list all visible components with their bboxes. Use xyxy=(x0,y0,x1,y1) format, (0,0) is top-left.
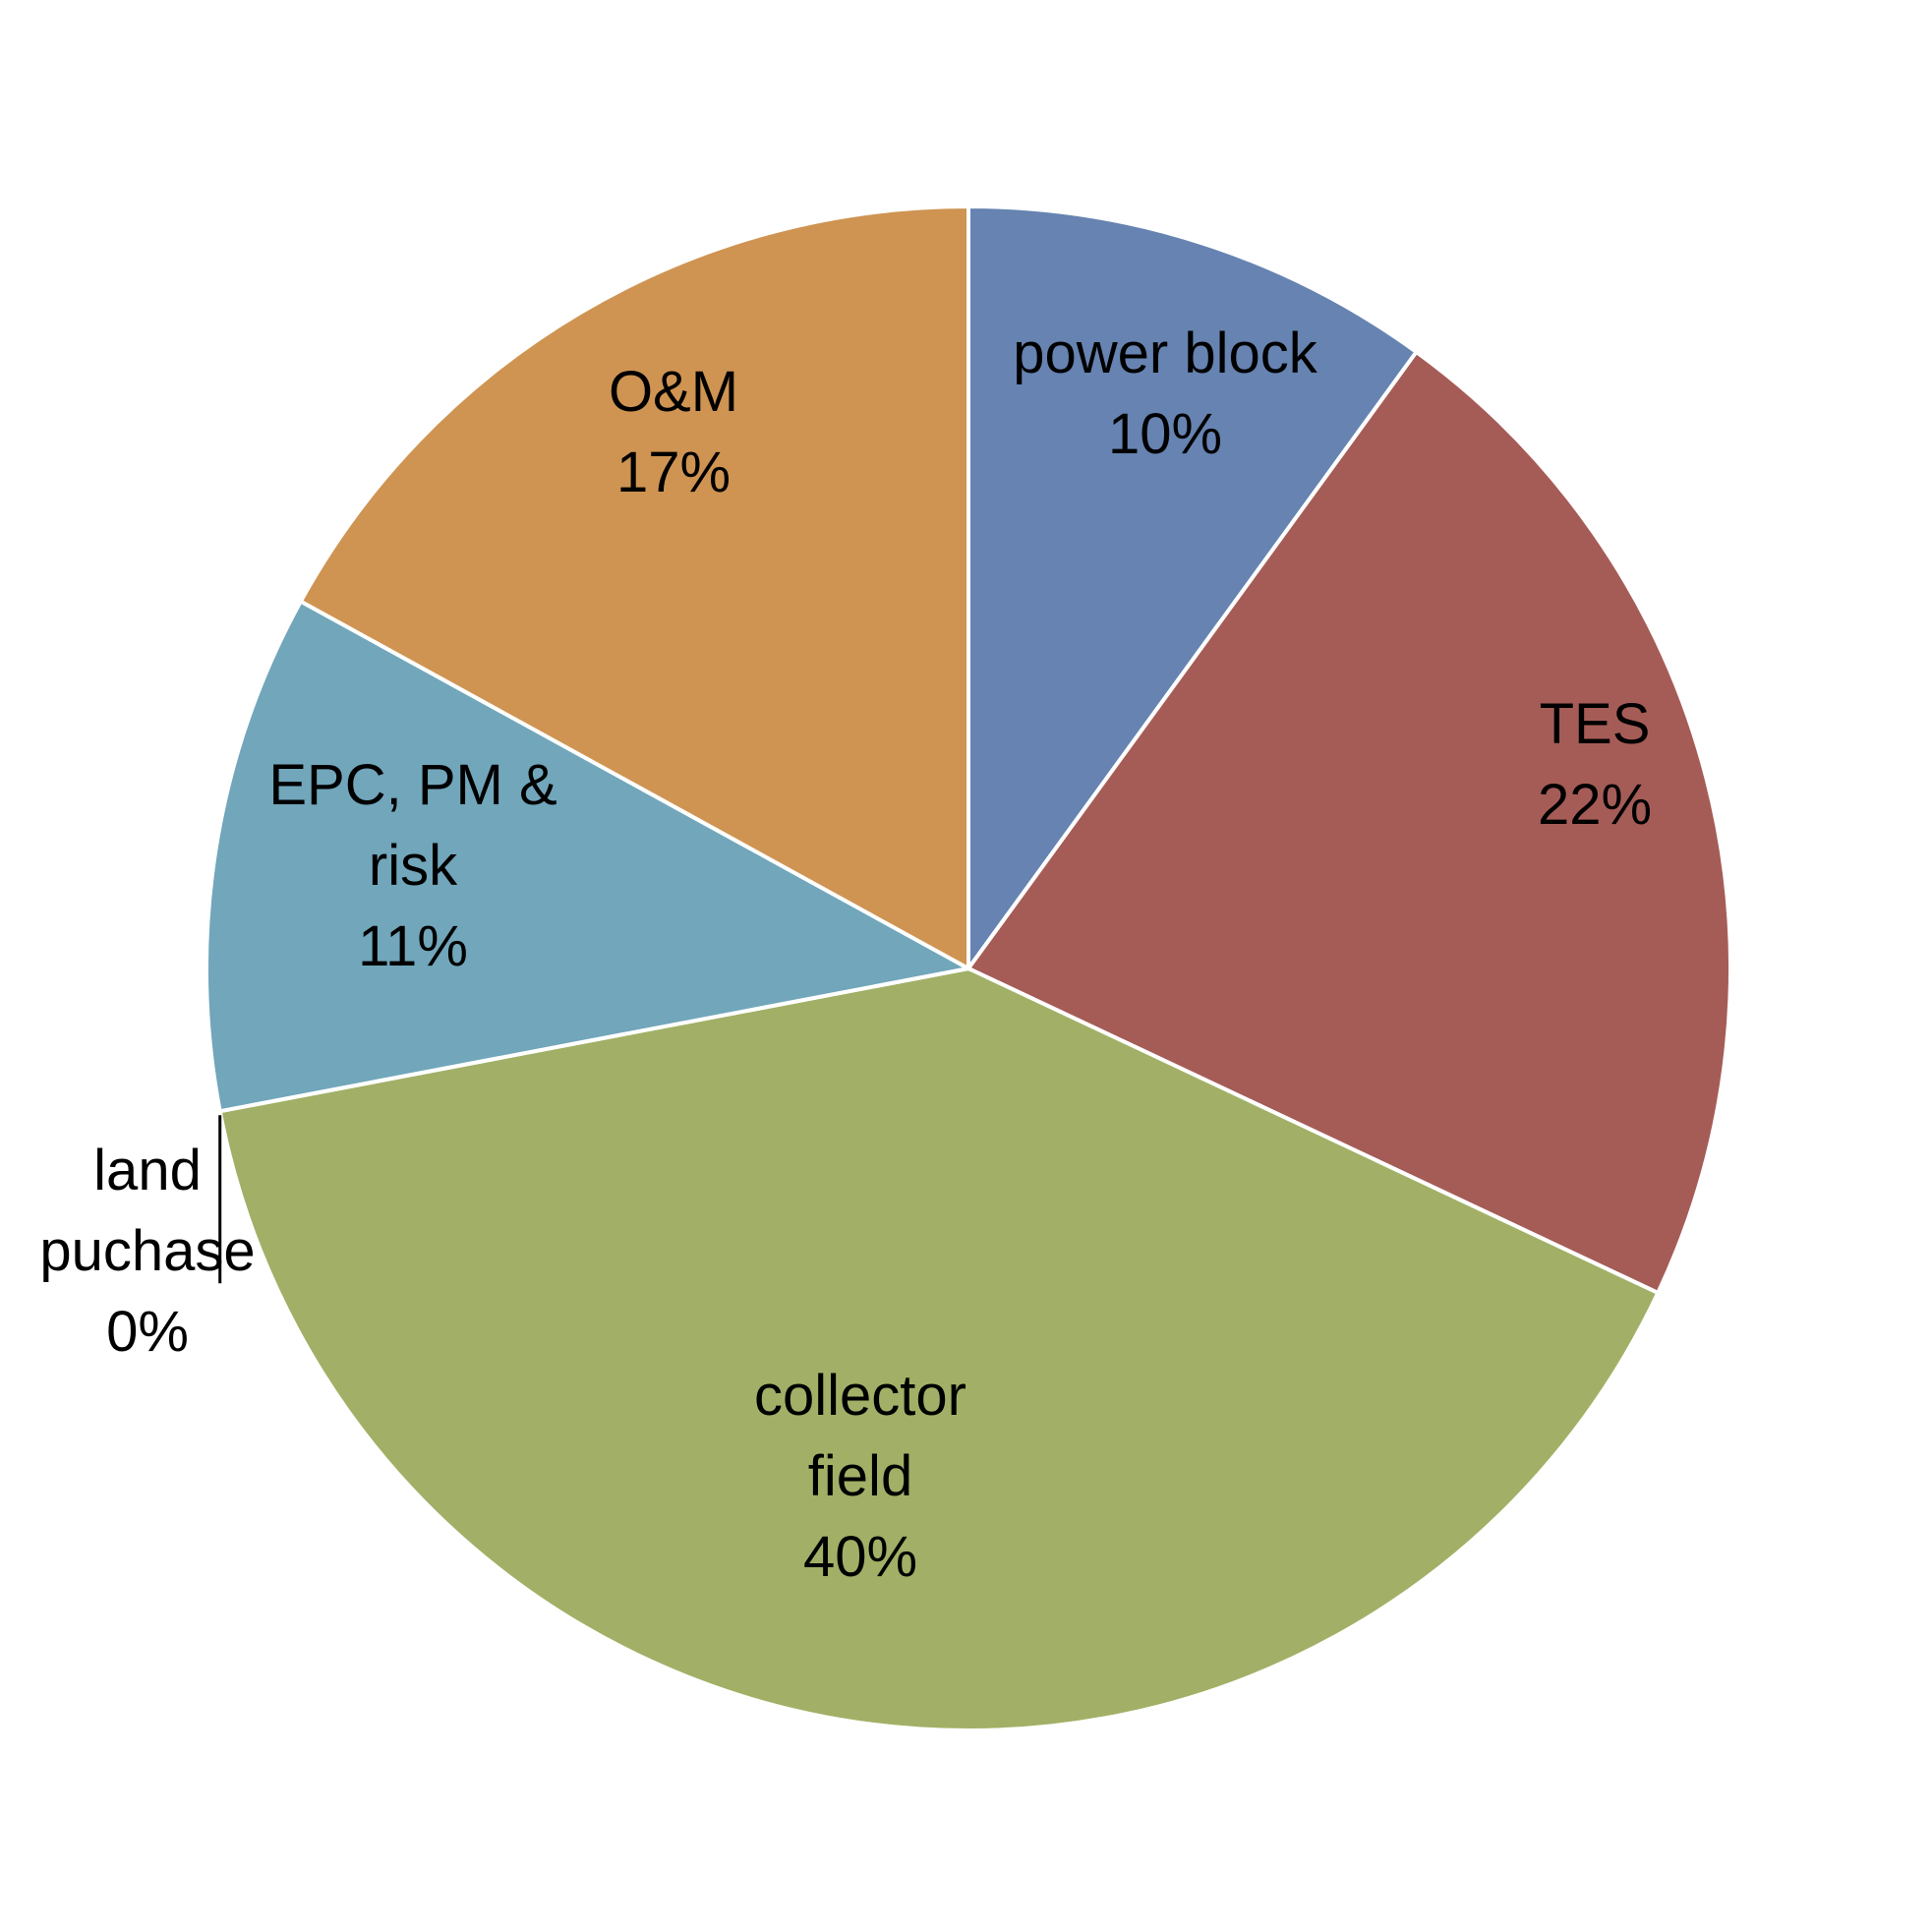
data-label-power-block: power block 10% xyxy=(1013,322,1317,466)
data-label-epc-pm-risk: EPC, PM & risk 11% xyxy=(268,753,556,978)
pie-slice-collector-field xyxy=(217,966,1661,1732)
data-label-tes: TES 22% xyxy=(1538,692,1652,837)
slices-layer xyxy=(205,204,1732,1732)
data-label-o-m: O&M 17% xyxy=(609,360,738,504)
data-label-land-puchase: land puchase 0% xyxy=(39,1139,255,1364)
labels-layer: power block 10% TES 22% collector field 40% lan… xyxy=(39,322,1652,1589)
pie-slice-epc-pm-risk xyxy=(205,598,974,1114)
pie-slice-o-m xyxy=(298,204,970,972)
pie-slice-power-block xyxy=(966,204,1420,975)
data-label-collector-field: collector field 40% xyxy=(754,1364,966,1589)
